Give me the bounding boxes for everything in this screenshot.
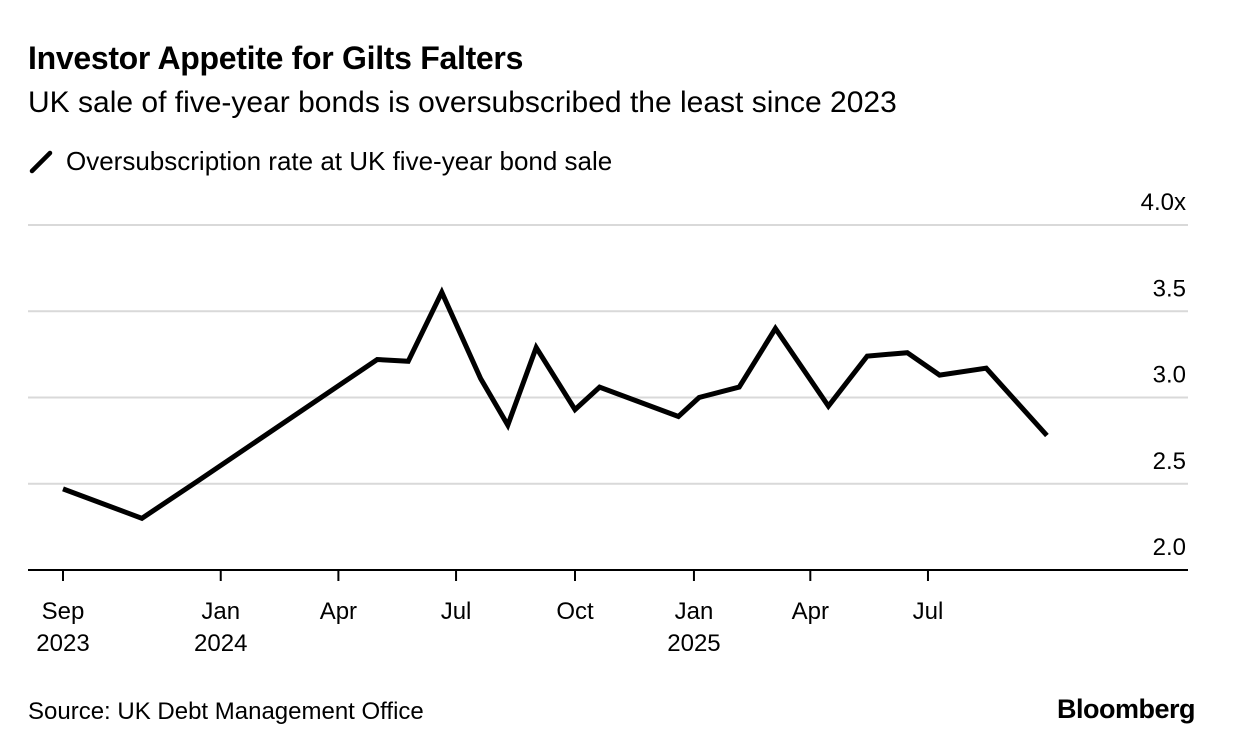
y-tick-label: 2.5 [1153, 448, 1186, 475]
chart-title: Investor Appetite for Gilts Falters [28, 40, 524, 76]
x-tick-year-label: 2025 [667, 630, 720, 657]
y-tick-label: 3.5 [1153, 275, 1186, 302]
x-tick-label: Jan [201, 598, 240, 625]
x-tick-label: Apr [320, 598, 357, 625]
x-tick-label: Sep [42, 598, 85, 625]
y-tick-label: 4.0x [1141, 189, 1186, 216]
gridlines [28, 224, 1188, 485]
bloomberg-logo: Bloomberg [1056, 694, 1196, 724]
x-tick-label: Jul [913, 598, 944, 625]
source-note: Source: UK Debt Management Office [28, 698, 424, 725]
x-tick-year-label: 2023 [36, 630, 89, 657]
legend-line-icon [29, 150, 53, 173]
y-tick-label: 3.0 [1153, 362, 1186, 389]
y-axis-ticks: 4.0x 3.5 3.0 2.5 2.0 [1141, 189, 1186, 561]
series [62, 286, 1049, 522]
legend-label: Oversubscription rate at UK five-year bo… [66, 146, 613, 176]
x-tick-year-label: 2024 [194, 630, 247, 657]
x-tick-label: Jan [675, 598, 714, 625]
x-tick-label: Apr [792, 598, 829, 625]
x-tick-label: Oct [556, 598, 594, 625]
chart-subtitle: UK sale of five-year bonds is oversubscr… [28, 86, 897, 119]
legend: Oversubscription rate at UK five-year bo… [28, 146, 612, 177]
x-axis-ticks: Sep 2023 Jan 2024 Apr Jul Oct Jan 2025 Apr Jul [36, 570, 943, 657]
y-tick-label: 2.0 [1153, 534, 1186, 561]
x-tick-label: Jul [441, 598, 472, 625]
